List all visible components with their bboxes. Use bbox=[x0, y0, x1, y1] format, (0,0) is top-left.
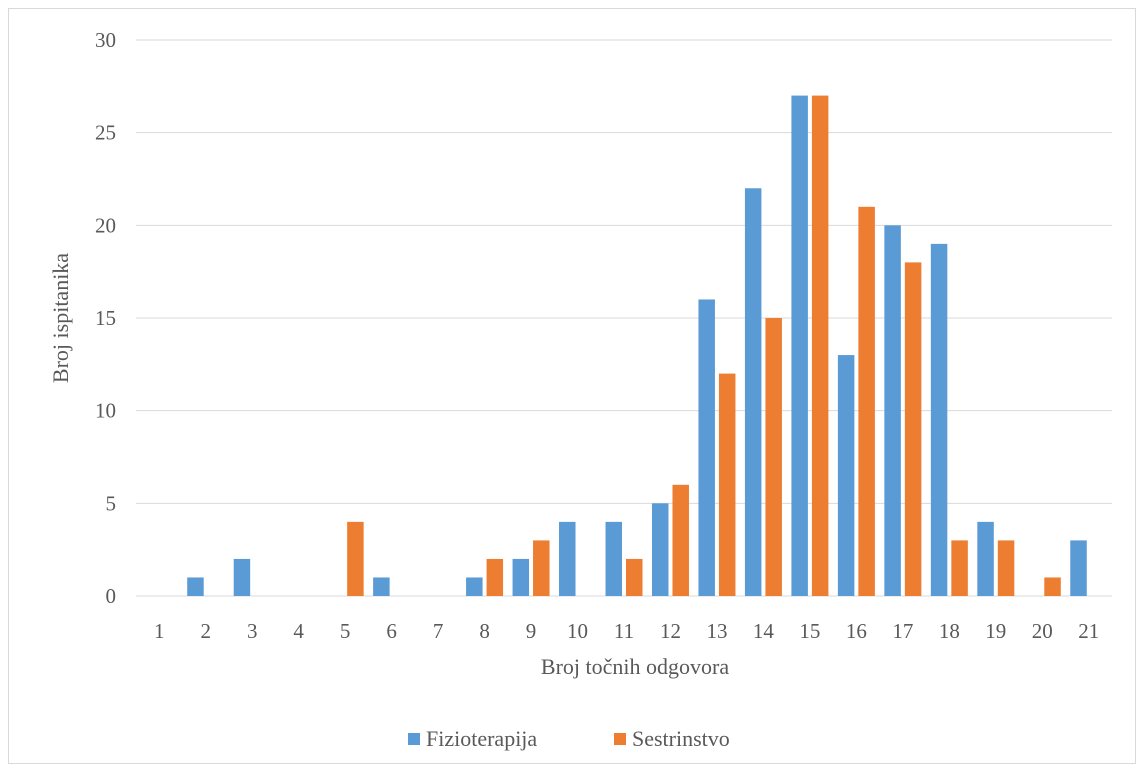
x-tick-label: 14 bbox=[753, 619, 775, 643]
x-tick-label: 2 bbox=[200, 619, 211, 643]
bar-fizioterapija-10 bbox=[559, 521, 576, 596]
y-axis-title: Broj ispitanika bbox=[48, 253, 73, 383]
bar-sestrinstvo-15 bbox=[811, 95, 829, 596]
x-tick-label: 8 bbox=[479, 619, 490, 643]
y-tick-label: 10 bbox=[95, 399, 116, 423]
bar-fizioterapija-18 bbox=[930, 243, 948, 596]
y-tick-label: 15 bbox=[95, 306, 116, 330]
bar-sestrinstvo-12 bbox=[672, 484, 689, 596]
bar-fizioterapija-9 bbox=[512, 558, 530, 596]
x-tick-label: 11 bbox=[614, 619, 634, 643]
legend-swatch-sestrinstvo bbox=[614, 733, 626, 745]
chart-frame bbox=[8, 8, 1136, 764]
bar-sestrinstvo-18 bbox=[951, 540, 968, 596]
bar-sestrinstvo-5 bbox=[347, 521, 364, 596]
x-tick-labels: 1 2 3 4 5 6 7 8 9 10 11 12 13 14 15 16 17 18 19 20 21 bbox=[154, 619, 1099, 643]
x-axis-title: Broj točnih odgovora bbox=[541, 654, 729, 679]
bar-fizioterapija-2 bbox=[187, 577, 204, 596]
bar-fizioterapija-8 bbox=[466, 577, 483, 596]
bar-sestrinstvo-20 bbox=[1044, 577, 1061, 596]
bar-fizioterapija-14 bbox=[744, 188, 762, 596]
x-tick-label: 13 bbox=[706, 619, 727, 643]
bar-fizioterapija-21 bbox=[1070, 540, 1087, 596]
bar-sestrinstvo-9 bbox=[533, 540, 550, 596]
x-tick-label: 19 bbox=[985, 619, 1006, 643]
legend: Fizioterapija Sestrinstvo bbox=[408, 726, 730, 751]
bar-sestrinstvo-19 bbox=[997, 540, 1015, 596]
x-tick-label: 20 bbox=[1032, 619, 1053, 643]
y-tick-label: 25 bbox=[95, 121, 116, 145]
bar-fizioterapija-19 bbox=[977, 521, 994, 596]
x-tick-label: 21 bbox=[1078, 619, 1099, 643]
y-tick-label: 20 bbox=[95, 213, 116, 237]
bar-fizioterapija-16 bbox=[837, 355, 855, 596]
x-tick-label: 3 bbox=[247, 619, 258, 643]
bar-fizioterapija-3 bbox=[233, 558, 251, 596]
x-tick-label: 4 bbox=[293, 619, 304, 643]
y-tick-label: 5 bbox=[106, 491, 117, 515]
bar-sestrinstvo-11 bbox=[626, 558, 643, 596]
x-tick-label: 6 bbox=[386, 619, 397, 643]
x-tick-label: 9 bbox=[526, 619, 537, 643]
legend-swatch-fizioterapija bbox=[408, 733, 420, 745]
bar-sestrinstvo-16 bbox=[858, 206, 875, 597]
bar-fizioterapija-17 bbox=[884, 225, 901, 597]
x-tick-label: 16 bbox=[846, 619, 867, 643]
bar-fizioterapija-6 bbox=[373, 577, 390, 596]
y-tick-labels: 0 5 10 15 20 25 30 bbox=[95, 28, 116, 608]
bar-sestrinstvo-17 bbox=[904, 262, 922, 596]
x-tick-label: 17 bbox=[892, 619, 913, 643]
bar-fizioterapija-11 bbox=[605, 521, 622, 596]
x-tick-label: 1 bbox=[154, 619, 165, 643]
y-tick-label: 0 bbox=[106, 584, 117, 608]
y-tick-label: 30 bbox=[95, 28, 116, 52]
x-tick-label: 12 bbox=[660, 619, 681, 643]
x-tick-label: 7 bbox=[433, 619, 444, 643]
bar-fizioterapija-13 bbox=[698, 299, 715, 596]
bar-fizioterapija-15 bbox=[791, 95, 808, 596]
x-tick-label: 15 bbox=[799, 619, 820, 643]
bar-sestrinstvo-8 bbox=[486, 558, 504, 596]
legend-label-sestrinstvo: Sestrinstvo bbox=[632, 726, 730, 751]
bar-fizioterapija-12 bbox=[651, 503, 669, 596]
bar-sestrinstvo-13 bbox=[718, 373, 736, 596]
bars bbox=[187, 95, 1087, 597]
bar-sestrinstvo-14 bbox=[765, 318, 782, 596]
gridlines bbox=[136, 39, 1112, 597]
x-tick-label: 5 bbox=[340, 619, 351, 643]
x-tick-label: 18 bbox=[939, 619, 960, 643]
legend-label-fizioterapija: Fizioterapija bbox=[426, 726, 537, 751]
x-tick-label: 10 bbox=[567, 619, 588, 643]
